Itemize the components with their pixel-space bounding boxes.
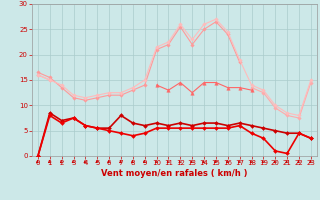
X-axis label: Vent moyen/en rafales ( km/h ): Vent moyen/en rafales ( km/h ) <box>101 169 248 178</box>
